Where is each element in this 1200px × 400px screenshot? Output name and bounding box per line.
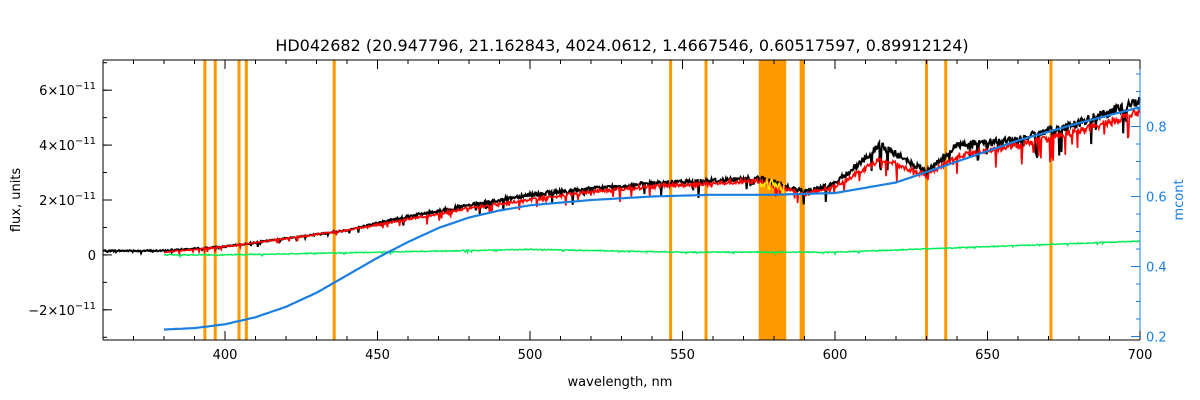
masked-line — [213, 60, 217, 340]
x-tick-label: 500 — [518, 348, 543, 363]
masked-line — [1049, 60, 1053, 340]
y2-tick-label: 0.4 — [1146, 261, 1167, 276]
y-tick-label: 2×10−11 — [39, 191, 96, 209]
masked-line — [704, 60, 708, 340]
y-axis-label: flux, units — [9, 168, 24, 233]
y2-tick-label: 0.6 — [1146, 191, 1167, 206]
masked-line — [799, 60, 803, 340]
x-axis-label: wavelength, nm — [568, 375, 673, 390]
series-masked-highlight — [759, 178, 785, 196]
y-tick-label: 6×10−11 — [39, 81, 96, 99]
plot-frame — [102, 59, 1141, 341]
series-group — [102, 96, 1141, 331]
chart-title: HD042682 (20.947796, 21.162843, 4024.061… — [275, 36, 968, 55]
masked-line — [237, 60, 241, 340]
x-tick-label: 600 — [823, 348, 848, 363]
y2-tick-label: 0.8 — [1146, 121, 1167, 136]
series-continuum — [163, 106, 1141, 331]
y-tick-label: −2×10−11 — [28, 301, 96, 319]
series-observed — [102, 96, 1141, 256]
masked-line — [244, 60, 248, 340]
x-axis: 400 450 500 550 600 650 700 — [102, 60, 1153, 363]
x-tick-label: 700 — [1128, 348, 1153, 363]
x-tick-label: 400 — [213, 348, 238, 363]
masked-line — [203, 60, 207, 340]
y2-axis-label: mcont — [1172, 179, 1187, 220]
y-axis-left: −2×10−11 0 2×10−11 4×10−11 6×10−11 — [28, 62, 112, 338]
series-residual — [163, 240, 1141, 259]
y-tick-label: 4×10−11 — [39, 136, 96, 154]
masked-band — [758, 60, 787, 340]
masked-line — [332, 60, 336, 340]
masked-regions — [203, 60, 1053, 340]
y-tick-label: 0 — [88, 249, 96, 264]
x-tick-label: 650 — [975, 348, 1000, 363]
y2-tick-label: 0.2 — [1146, 331, 1167, 346]
masked-line — [944, 60, 948, 340]
masked-line — [925, 60, 928, 340]
y-axis-right: 0.2 0.4 0.6 0.8 — [1131, 73, 1167, 346]
masked-line — [669, 60, 673, 340]
x-tick-label: 550 — [670, 348, 695, 363]
x-tick-label: 450 — [365, 348, 390, 363]
series-model — [164, 107, 1141, 257]
